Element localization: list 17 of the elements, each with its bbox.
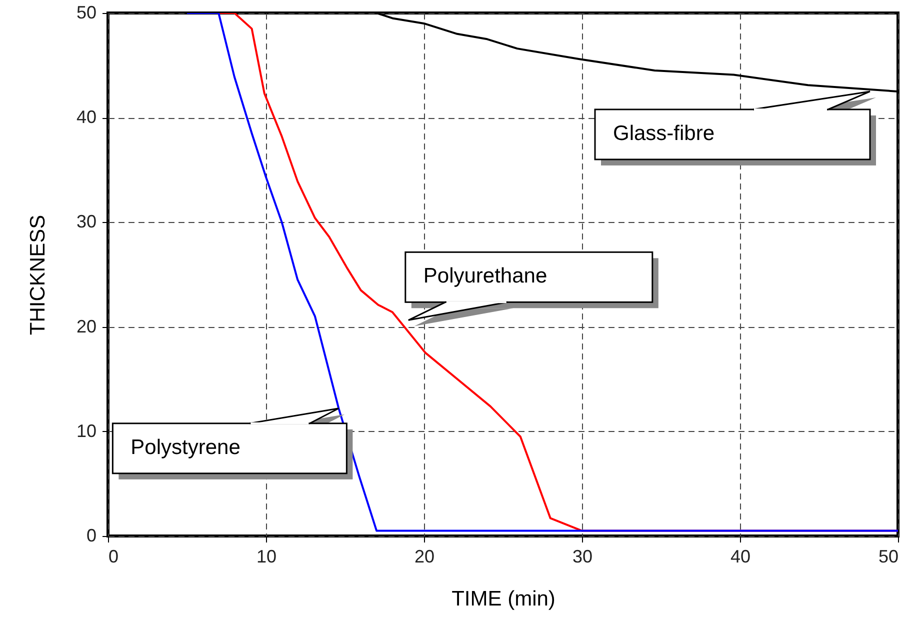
y-tick-label: 40 [76,107,96,128]
y-tick-label: 20 [76,316,96,336]
text: Glass-fibre [613,122,715,145]
y-tick-label: 30 [76,212,96,232]
y-tick-label: 10 [76,420,96,441]
x-tick-label: 40 [730,546,751,566]
x-tick-label: 20 [414,546,435,566]
text: Polystyrene [130,436,240,459]
y-axis-title: THICKNESS [26,214,50,336]
x-axis-title: TIME (min) [452,588,556,610]
y-tick-label: 50 [76,2,96,22]
y-tick-label: 0 [86,526,96,546]
x-tick-label: 10 [256,546,277,566]
x-tick-label: 0 [108,546,119,566]
series-label: Polyurethane [423,264,548,288]
x-tick-label: 50 [878,546,898,566]
x-tick-label: 30 [572,546,593,566]
